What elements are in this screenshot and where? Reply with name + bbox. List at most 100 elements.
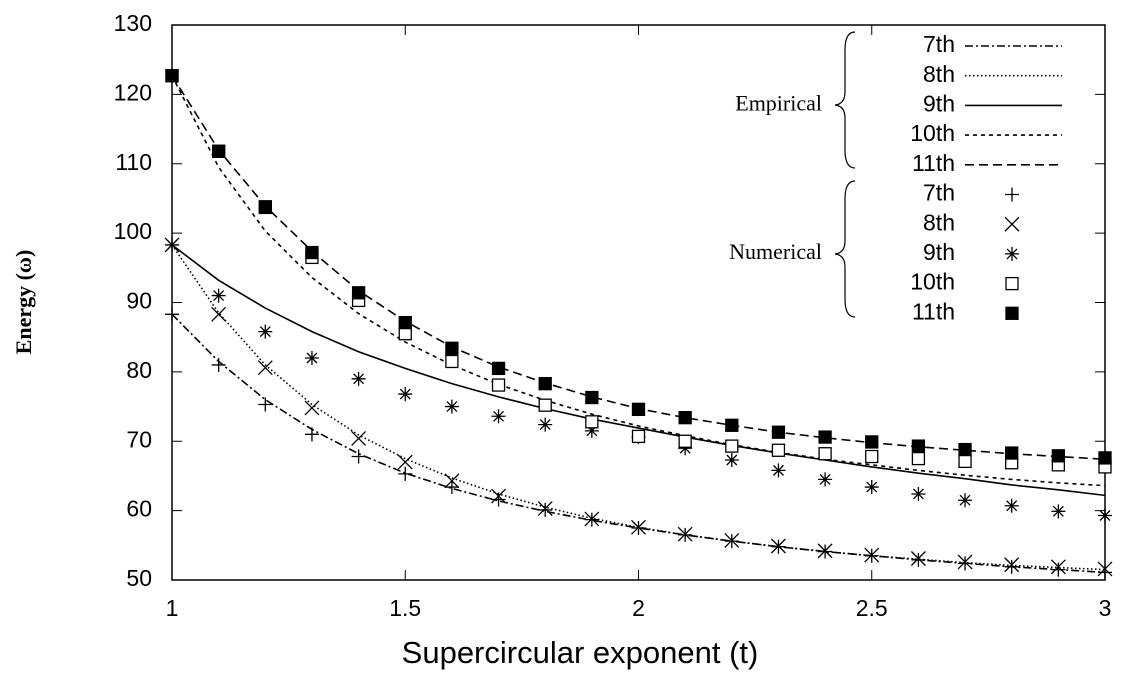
legend-label: 11th [912, 298, 955, 324]
legend-swatch [1005, 276, 1019, 291]
y-tick-label: 110 [115, 149, 152, 175]
y-tick-label: 90 [126, 288, 152, 314]
legend-swatch [1005, 187, 1019, 202]
data-point [677, 526, 693, 542]
data-point [211, 288, 226, 303]
data-point [1051, 449, 1065, 463]
data-point [585, 390, 599, 405]
legend-brace [834, 180, 856, 318]
data-point [537, 501, 553, 517]
legend-group-label: Empirical [735, 90, 822, 115]
series-line [171, 75, 1106, 461]
data-point [304, 400, 320, 416]
legend-label: 9th [923, 90, 955, 116]
data-point [817, 543, 833, 559]
data-point [165, 68, 179, 83]
data-point [864, 547, 880, 563]
data-point [444, 473, 460, 489]
data-point [491, 488, 507, 504]
data-point [445, 354, 459, 369]
legend-swatch [1005, 246, 1019, 261]
data-point [211, 306, 227, 322]
data-point [911, 552, 926, 567]
y-tick-label: 60 [126, 496, 152, 522]
data-point [864, 480, 879, 495]
y-tick-label: 80 [126, 357, 152, 383]
data-point [771, 443, 786, 457]
data-point [1004, 557, 1020, 573]
data-point [957, 554, 973, 570]
x-tick-label: 2 [632, 595, 645, 621]
data-point [1098, 508, 1112, 523]
data-point [770, 538, 786, 554]
y-tick-label: 50 [126, 565, 152, 591]
series-line [171, 75, 1106, 487]
data-point [398, 466, 413, 481]
legend-label: 10th [910, 269, 955, 295]
legend-swatch [1004, 216, 1020, 232]
data-point [398, 387, 413, 402]
data-point [678, 434, 692, 448]
legend-label: 8th [923, 61, 955, 87]
data-point [351, 286, 366, 300]
legend-label: 9th [923, 239, 955, 265]
legend-group-label: Numerical [729, 239, 822, 264]
data-point [1098, 565, 1112, 580]
y-tick-label: 100 [114, 218, 152, 244]
data-point [491, 409, 506, 424]
legend-label: 8th [923, 209, 955, 235]
legend-brace [834, 31, 856, 169]
series-line [171, 244, 1106, 497]
data-point [351, 371, 366, 386]
data-point [911, 486, 926, 501]
data-point [585, 415, 599, 429]
data-point [725, 439, 739, 453]
data-point [165, 307, 179, 322]
data-point [165, 237, 179, 252]
data-point [258, 200, 272, 214]
data-point [911, 439, 926, 453]
data-point [444, 480, 459, 495]
data-point [211, 144, 226, 158]
data-point [1051, 562, 1066, 577]
data-point [771, 425, 786, 439]
data-point [911, 451, 926, 466]
legend-label: 10th [910, 120, 955, 146]
data-point [1051, 504, 1066, 519]
data-point [584, 423, 599, 438]
x-tick-label: 3 [1099, 595, 1112, 621]
data-point [678, 411, 692, 425]
data-point [958, 442, 972, 457]
data-point [257, 360, 273, 376]
y-tick-label: 70 [126, 426, 152, 452]
data-point [958, 454, 972, 469]
data-point [818, 447, 832, 461]
data-point [304, 351, 319, 365]
data-point [1005, 446, 1019, 460]
y-tick-label: 130 [114, 10, 152, 36]
data-point [304, 427, 319, 442]
data-point [1004, 498, 1019, 513]
data-point [631, 429, 646, 444]
data-point [491, 378, 506, 392]
data-point [771, 463, 786, 478]
data-point [1050, 559, 1066, 575]
data-point [491, 492, 506, 507]
data-point [1098, 451, 1112, 465]
data-point [351, 449, 366, 464]
x-axis-title: Supercircular exponent (t) [402, 635, 759, 670]
data-point [538, 398, 552, 412]
legend-label: 11th [912, 150, 955, 176]
data-point [631, 402, 646, 416]
x-tick-label: 1.5 [389, 595, 421, 621]
data-point [818, 472, 833, 487]
data-point [1097, 561, 1113, 577]
data-point [958, 556, 973, 571]
data-point [724, 452, 739, 467]
data-point [351, 431, 367, 446]
data-point [397, 454, 413, 470]
data-point [818, 430, 832, 444]
series-line [171, 313, 1106, 574]
data-point [678, 441, 693, 456]
